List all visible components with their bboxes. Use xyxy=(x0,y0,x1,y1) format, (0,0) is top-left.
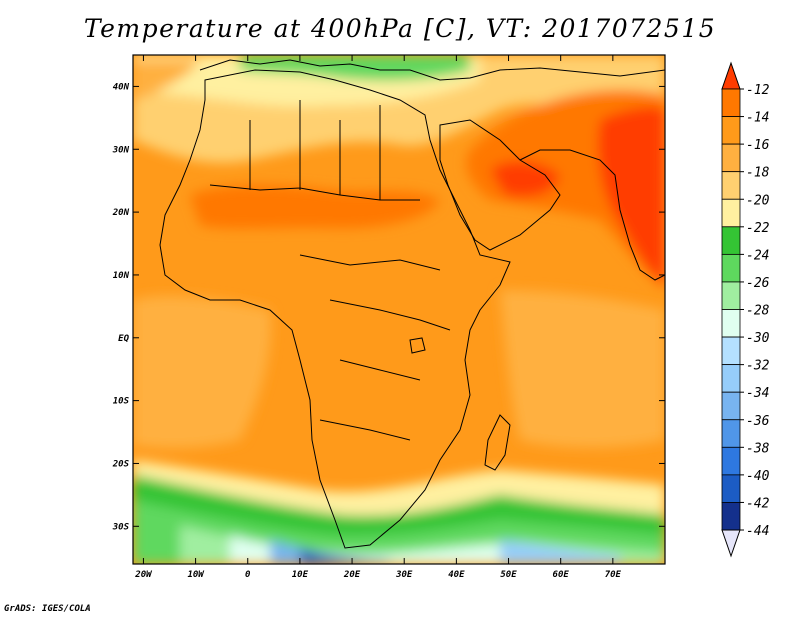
longitude-axis: 20W 10W 0 10E 20E 30E 40E 50E 60E 70E xyxy=(134,55,622,580)
page-title: Temperature at 400hPa [C], VT: 201707251… xyxy=(83,14,717,43)
colorbar-bin xyxy=(721,502,741,531)
lon-tick-label: 20E xyxy=(343,570,361,580)
colorbar-bin xyxy=(721,116,741,145)
credit-label: GrADS: IGES/COLA xyxy=(4,604,91,614)
colorbar-bin xyxy=(721,391,741,421)
colorbar-label: -36 xyxy=(746,414,770,429)
colorbar-bin xyxy=(721,226,741,255)
colorbar-label: -42 xyxy=(746,496,770,511)
lon-tick-label: 0 xyxy=(245,570,251,580)
lon-tick-label: 10E xyxy=(292,570,309,580)
field-indian-pale xyxy=(500,290,665,448)
plot-frame xyxy=(132,54,666,565)
country-borders-central xyxy=(299,254,451,441)
asia-coastline xyxy=(519,149,665,281)
country-borders-north xyxy=(209,100,420,201)
colorbar-bin xyxy=(721,253,741,283)
colorbar-max-arrow xyxy=(721,61,741,90)
colorbar-label: -12 xyxy=(746,83,770,98)
colorbar-bin xyxy=(721,474,741,503)
lat-tick-label: EQ xyxy=(118,334,129,344)
lon-tick-label: 10W xyxy=(187,570,205,580)
africa-coastline xyxy=(159,69,511,549)
field-nw-orange xyxy=(133,60,200,100)
colorbar-bin xyxy=(721,171,741,200)
lat-tick-label: 20S xyxy=(112,459,130,469)
field-south-deepblue xyxy=(300,548,380,564)
arabia-coastline xyxy=(439,119,561,251)
coastlines-borders xyxy=(159,59,665,549)
latitude-axis: 40N 30N 20N 10N EQ 10S 20S 30S xyxy=(112,82,665,532)
colorbar-label: -14 xyxy=(746,111,769,126)
colorbar-bin xyxy=(721,419,741,448)
lon-tick-label: 60E xyxy=(553,570,570,580)
colorbar-label: -32 xyxy=(746,359,770,374)
field-se-blue xyxy=(500,540,620,564)
colorbar-label: -26 xyxy=(746,276,770,291)
colorbar-label: -22 xyxy=(746,221,770,236)
colorbar-label: -38 xyxy=(746,441,770,456)
colorbar-bin xyxy=(721,446,741,476)
madagascar-coastline xyxy=(484,414,511,471)
colorbar-bin xyxy=(721,281,741,310)
temperature-field xyxy=(133,55,665,564)
lon-tick-label: 30E xyxy=(395,570,413,580)
colorbar-bin xyxy=(721,198,741,228)
lake-victoria xyxy=(409,337,426,354)
colorbar-bin xyxy=(721,309,741,338)
colorbar-bin xyxy=(721,336,741,366)
lon-tick-label: 40E xyxy=(448,570,465,580)
colorbar-label: -34 xyxy=(746,386,769,401)
field-india-hottest xyxy=(598,107,665,286)
colorbar-label: -30 xyxy=(746,331,770,346)
field-sahel-hot xyxy=(190,185,440,229)
lat-tick-label: 40N xyxy=(113,82,130,92)
colorbar-label: -18 xyxy=(746,166,770,181)
colorbar-label: -16 xyxy=(746,138,770,153)
field-atlantic-pale xyxy=(133,295,271,449)
europe-coastline xyxy=(199,59,665,81)
lon-tick-label: 50E xyxy=(500,570,517,580)
colorbar-bin xyxy=(721,364,741,393)
colorbar-label: -24 xyxy=(746,248,769,263)
lat-tick-label: 10N xyxy=(113,271,130,281)
colorbar-bin xyxy=(721,88,741,117)
colorbar-label: -20 xyxy=(746,193,770,208)
lat-tick-label: 30N xyxy=(112,145,130,155)
colorbar-label: -40 xyxy=(746,469,770,484)
colorbar-label: -44 xyxy=(746,524,769,539)
lat-tick-label: 30S xyxy=(112,522,130,532)
colorbar: -12 -14 -16 -18 -20 -22 -24 -26 -28 -30 -32 -34 -36 -… xyxy=(721,61,770,558)
colorbar-bin xyxy=(721,143,741,173)
lon-tick-label: 70E xyxy=(605,570,622,580)
colorbar-min-arrow xyxy=(721,529,741,558)
lat-tick-label: 20N xyxy=(112,208,130,218)
colorbar-label: -28 xyxy=(746,304,770,319)
lat-tick-label: 10S xyxy=(113,397,130,407)
lon-tick-label: 20W xyxy=(134,570,153,580)
field-arabia-hottest xyxy=(490,160,560,197)
